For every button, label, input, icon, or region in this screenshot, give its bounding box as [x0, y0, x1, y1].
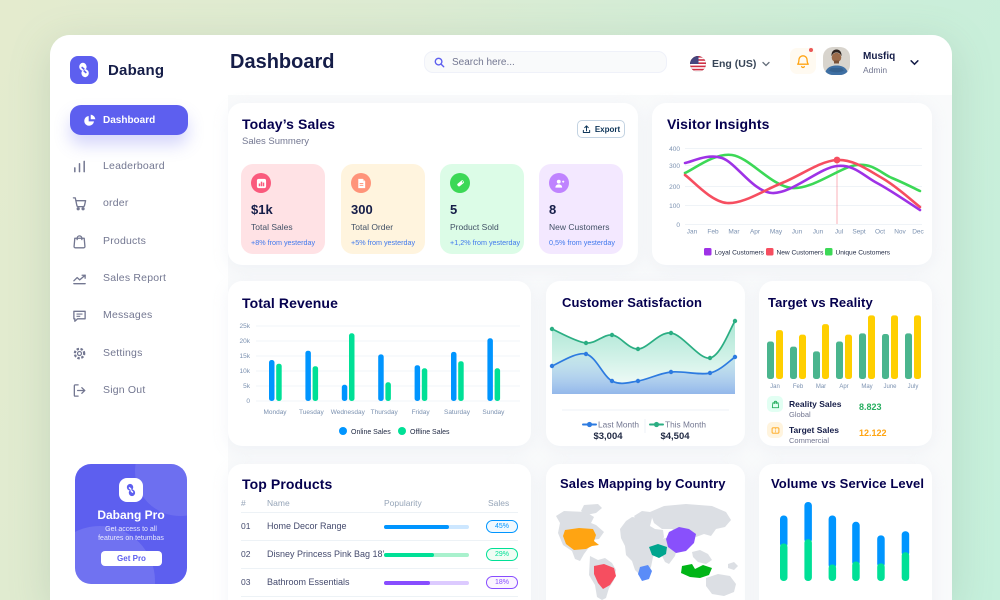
svg-text:Nov: Nov — [894, 229, 906, 236]
svg-text:Sunday: Sunday — [482, 409, 505, 416]
svg-text:Monday: Monday — [263, 409, 287, 416]
svg-text:Friday: Friday — [412, 409, 431, 416]
svg-text:Unique Customers: Unique Customers — [836, 250, 891, 257]
svg-text:Oct: Oct — [875, 229, 885, 236]
svg-text:Online Sales: Online Sales — [351, 429, 391, 436]
svg-text:0: 0 — [246, 398, 250, 405]
svg-text:Apr: Apr — [750, 229, 761, 236]
svg-text:10k: 10k — [240, 368, 251, 375]
svg-text:Last Month: Last Month — [598, 420, 639, 430]
svg-text:This Month: This Month — [665, 420, 706, 430]
svg-text:15k: 15k — [240, 353, 251, 360]
svg-text:200: 200 — [669, 184, 680, 191]
svg-text:Jul: Jul — [835, 229, 844, 236]
svg-text:Jan: Jan — [687, 229, 698, 236]
svg-text:Feb: Feb — [707, 229, 719, 236]
svg-text:Dec: Dec — [912, 229, 924, 236]
svg-text:Mar: Mar — [816, 384, 826, 390]
svg-text:Apr: Apr — [839, 384, 848, 390]
svg-text:May: May — [770, 229, 783, 236]
svg-text:0: 0 — [676, 222, 680, 229]
svg-text:Jan: Jan — [770, 384, 780, 390]
svg-text:Feb: Feb — [793, 384, 804, 390]
svg-text:June: June — [883, 384, 897, 390]
svg-text:400: 400 — [669, 146, 680, 153]
svg-text:Mar: Mar — [728, 229, 740, 236]
svg-text:20k: 20k — [240, 338, 251, 345]
svg-text:New Customers: New Customers — [777, 250, 825, 257]
svg-text:Loyal Customers: Loyal Customers — [715, 250, 765, 257]
svg-text:Jun: Jun — [792, 229, 803, 236]
svg-text:Thursday: Thursday — [371, 409, 399, 416]
svg-text:25k: 25k — [240, 323, 251, 330]
svg-text:Jun: Jun — [813, 229, 824, 236]
svg-text:300: 300 — [669, 163, 680, 170]
svg-text:100: 100 — [669, 203, 680, 210]
svg-text:Sept: Sept — [852, 229, 866, 236]
svg-text:May: May — [861, 384, 872, 390]
svg-text:$4,504: $4,504 — [660, 431, 690, 442]
svg-text:Wednesday: Wednesday — [331, 409, 366, 416]
svg-text:5k: 5k — [243, 383, 251, 390]
svg-text:Offline Sales: Offline Sales — [410, 429, 450, 436]
svg-text:Tuesday: Tuesday — [299, 409, 324, 416]
svg-text:Saturday: Saturday — [444, 409, 471, 416]
svg-text:July: July — [908, 384, 919, 390]
svg-text:$3,004: $3,004 — [593, 431, 623, 442]
